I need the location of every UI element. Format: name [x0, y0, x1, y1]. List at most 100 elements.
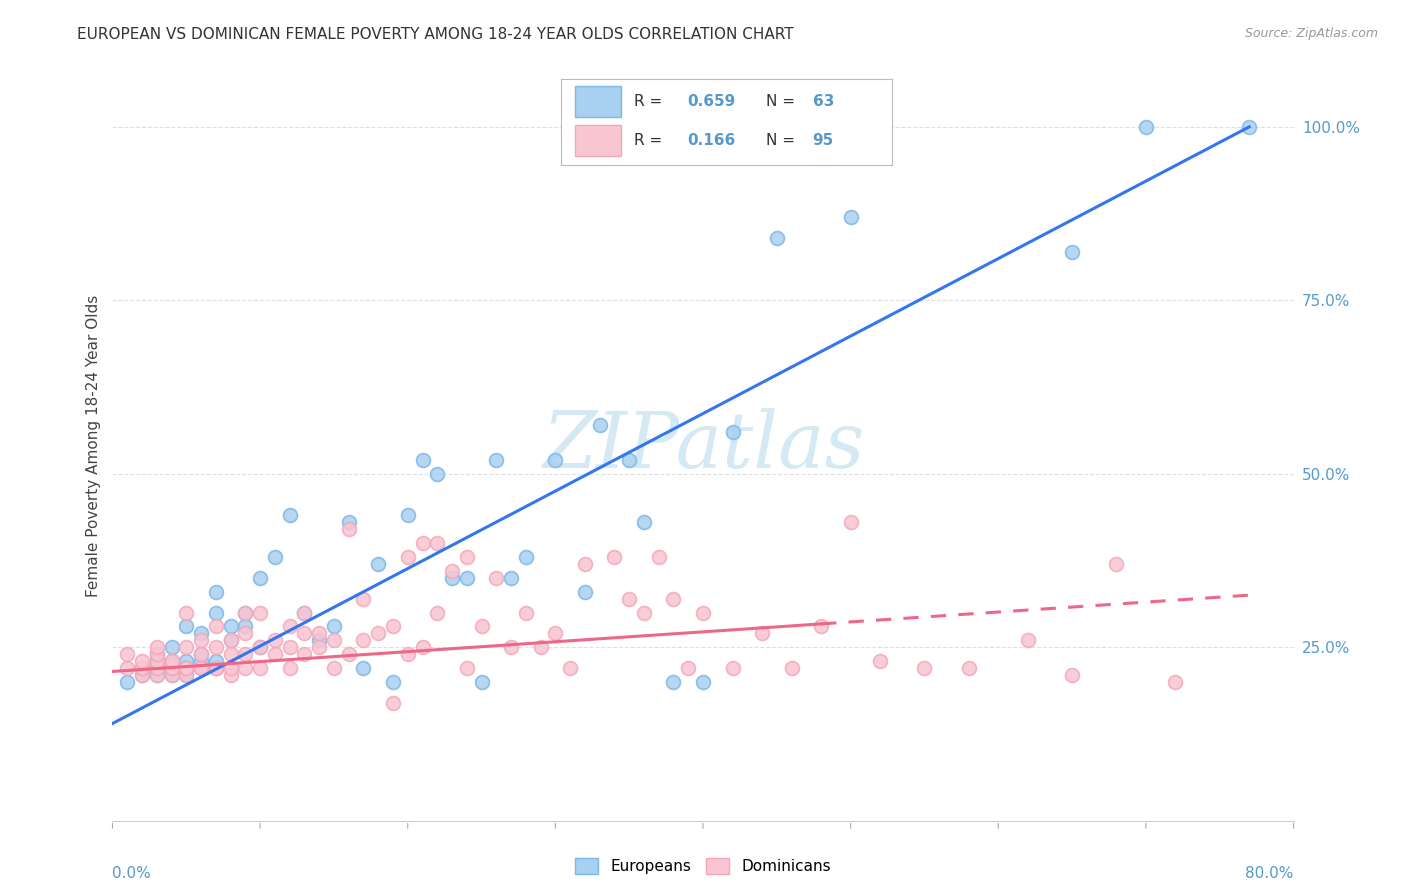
Point: [174, 668, 197, 682]
Point: [160, 654, 183, 668]
Point: [146, 647, 169, 661]
Point: [382, 619, 405, 633]
Point: [308, 633, 330, 648]
Point: [160, 654, 183, 668]
Point: [174, 654, 197, 668]
Point: [411, 453, 433, 467]
Point: [337, 647, 360, 661]
Point: [264, 633, 287, 648]
Point: [529, 640, 551, 655]
Point: [160, 668, 183, 682]
Point: [766, 231, 789, 245]
Point: [721, 661, 744, 675]
Point: [588, 418, 610, 433]
Point: [264, 647, 287, 661]
Point: [323, 661, 346, 675]
Point: [233, 619, 256, 633]
Point: [396, 647, 419, 661]
Point: [146, 640, 169, 655]
Point: [233, 626, 256, 640]
Point: [160, 661, 183, 675]
Text: EUROPEAN VS DOMINICAN FEMALE POVERTY AMONG 18-24 YEAR OLDS CORRELATION CHART: EUROPEAN VS DOMINICAN FEMALE POVERTY AMO…: [77, 27, 794, 42]
Legend: Europeans, Dominicans: Europeans, Dominicans: [569, 852, 837, 880]
Point: [190, 647, 212, 661]
Point: [957, 661, 980, 675]
Point: [352, 661, 374, 675]
Point: [396, 549, 419, 564]
Point: [174, 661, 197, 675]
Point: [233, 606, 256, 620]
Point: [441, 571, 464, 585]
Point: [131, 668, 153, 682]
Point: [367, 626, 389, 640]
Point: [264, 549, 287, 564]
Point: [544, 453, 567, 467]
Point: [619, 591, 641, 606]
Point: [485, 453, 508, 467]
Point: [219, 661, 242, 675]
Point: [174, 661, 197, 675]
Point: [544, 626, 567, 640]
Point: [190, 661, 212, 675]
Point: [205, 661, 228, 675]
Point: [839, 516, 862, 530]
Point: [249, 640, 271, 655]
Point: [190, 661, 212, 675]
Point: [558, 661, 582, 675]
Point: [160, 661, 183, 675]
Point: [382, 674, 405, 689]
Point: [131, 668, 153, 682]
Point: [456, 571, 478, 585]
Point: [249, 606, 271, 620]
Point: [205, 584, 228, 599]
Point: [205, 654, 228, 668]
Point: [160, 661, 183, 675]
Point: [323, 633, 346, 648]
Point: [633, 606, 655, 620]
Point: [146, 668, 169, 682]
Point: [190, 654, 212, 668]
Point: [174, 606, 197, 620]
Point: [441, 564, 464, 578]
Point: [205, 606, 228, 620]
Text: 80.0%: 80.0%: [1246, 865, 1294, 880]
Point: [1062, 668, 1084, 682]
Text: Source: ZipAtlas.com: Source: ZipAtlas.com: [1244, 27, 1378, 40]
Point: [382, 696, 405, 710]
Point: [233, 606, 256, 620]
Point: [146, 661, 169, 675]
Point: [278, 619, 301, 633]
Point: [308, 640, 330, 655]
Text: 0.0%: 0.0%: [112, 865, 152, 880]
Point: [160, 668, 183, 682]
Point: [117, 674, 138, 689]
Point: [131, 661, 153, 675]
Point: [219, 619, 242, 633]
Point: [914, 661, 936, 675]
Point: [292, 626, 315, 640]
Point: [411, 536, 433, 550]
Point: [647, 549, 671, 564]
Point: [146, 647, 169, 661]
Point: [869, 654, 891, 668]
Point: [1239, 120, 1261, 134]
Point: [233, 661, 256, 675]
Point: [219, 668, 242, 682]
Point: [456, 661, 478, 675]
Point: [619, 453, 641, 467]
Point: [146, 668, 169, 682]
Point: [249, 661, 271, 675]
Point: [278, 661, 301, 675]
Point: [292, 647, 315, 661]
Point: [174, 661, 197, 675]
Point: [396, 508, 419, 523]
Point: [249, 640, 271, 655]
Point: [411, 640, 433, 655]
Point: [456, 549, 478, 564]
Point: [810, 619, 832, 633]
Point: [190, 626, 212, 640]
Point: [470, 674, 494, 689]
Point: [219, 633, 242, 648]
Point: [485, 571, 508, 585]
Point: [131, 661, 153, 675]
